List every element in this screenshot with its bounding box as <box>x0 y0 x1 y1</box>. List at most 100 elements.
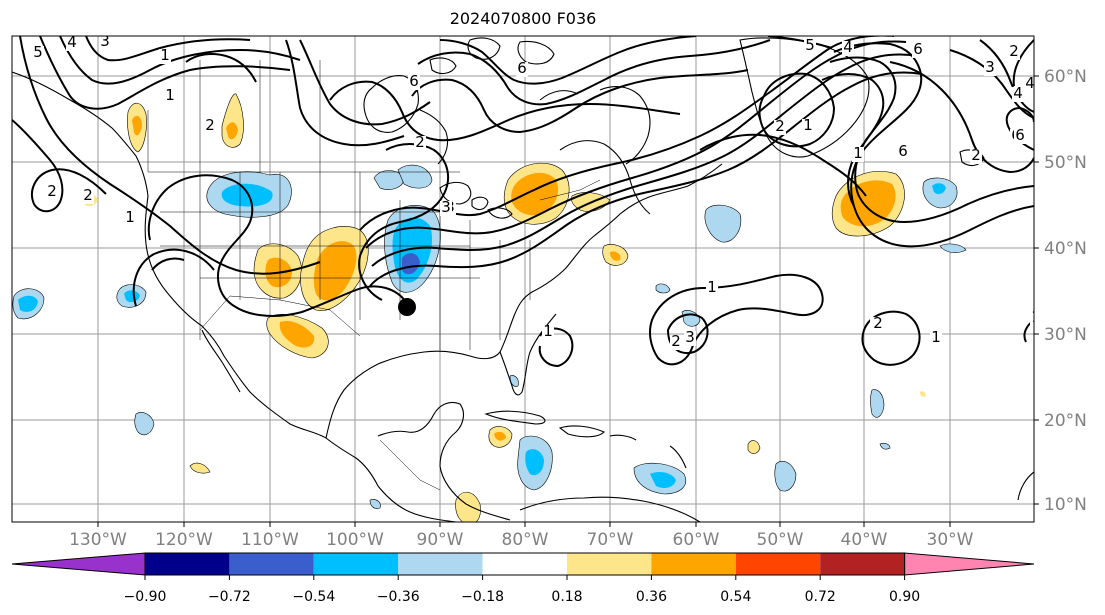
longitude-label: 60°W <box>673 530 720 550</box>
contour-label: 3 <box>985 58 995 76</box>
longitude-label: 50°W <box>757 530 804 550</box>
colorbar-segment <box>820 553 905 575</box>
contour-label-bg <box>542 325 554 340</box>
contour-label-bg <box>970 149 982 164</box>
contour-label: 6 <box>409 72 419 90</box>
latitude-label: 10°N <box>1044 495 1087 515</box>
contour-labels: 543121263236121564632421266412312121 <box>32 32 1035 350</box>
colorbar-segment <box>313 553 399 575</box>
contour-label-bg <box>774 120 786 135</box>
contour-label-bg <box>912 43 924 58</box>
longitude-label: 40°W <box>841 530 888 550</box>
contour-label: 2 <box>671 332 681 350</box>
contour-lines <box>12 36 1034 368</box>
longitude-label: 100°W <box>326 530 384 550</box>
contour-label-bg <box>670 335 682 350</box>
contour-label-bg <box>414 136 426 151</box>
colorbar-tick-label: 0.54 <box>720 589 751 605</box>
longitude-label: 130°W <box>69 530 127 550</box>
contour-label-bg <box>408 75 420 90</box>
colorbar-segment <box>735 553 821 575</box>
contour-label-bg <box>1024 77 1034 92</box>
longitude-label: 110°W <box>241 530 299 550</box>
contour-label: 1 <box>803 116 813 134</box>
colorbar-segment <box>229 553 314 575</box>
contour-label-bg <box>804 39 816 54</box>
contour-label-bg <box>164 89 176 104</box>
contour-label-bg <box>1012 87 1024 102</box>
contour-label-bg <box>930 331 942 346</box>
contour-label: 2 <box>415 133 425 151</box>
contour-label: 4 <box>1025 74 1035 92</box>
contour-label-bg <box>159 49 171 64</box>
latitude-label: 30°N <box>1044 325 1087 345</box>
contour-label: 1 <box>931 328 941 346</box>
colorbar-tick-label: 0.18 <box>551 589 582 605</box>
contour-label-bg <box>46 185 58 200</box>
colorbar-outline <box>144 552 906 576</box>
contour-label: 1 <box>165 86 175 104</box>
longitude-labels: 130°W 120°W 110°W 100°W 90°W 80°W 70°W 60°W 50°W… <box>69 530 974 550</box>
colorbar-tick-label: 0.72 <box>805 589 836 605</box>
longitude-label: 30°W <box>927 530 974 550</box>
colorbar-segment <box>398 553 483 575</box>
contour-label: 2 <box>1009 42 1019 60</box>
colorbar-tick-label: −0.54 <box>292 589 335 605</box>
colorbar-tick-label: 0.90 <box>889 589 920 605</box>
contour-label-bg <box>66 36 78 51</box>
contour-label-bg <box>440 201 452 216</box>
contour-label: 5 <box>33 43 43 61</box>
contour-label-bg <box>842 41 854 56</box>
longitude-label: 120°W <box>155 530 213 550</box>
colorbar-segment <box>567 553 652 575</box>
colorbar-extend-min <box>11 552 146 576</box>
contour-label: 6 <box>517 59 527 77</box>
contour-label: 2 <box>775 117 785 135</box>
latitude-label: 40°N <box>1044 239 1087 259</box>
colorbar-tick-label: −0.90 <box>124 589 167 605</box>
contour-label: 2 <box>205 116 215 134</box>
longitude-label: 90°W <box>417 530 464 550</box>
colorbar-tick-label: −0.72 <box>208 589 251 605</box>
contour-label: 6 <box>898 142 908 160</box>
contour-label: 1 <box>853 144 863 162</box>
contour-label: 1 <box>543 322 553 340</box>
contour-label-bg <box>82 189 94 204</box>
latitude-label: 60°N <box>1044 67 1087 87</box>
contour-label: 4 <box>1013 84 1023 102</box>
contour-label-bg <box>124 211 136 226</box>
contour-label-bg <box>99 36 111 50</box>
contour-label: 2 <box>873 314 883 332</box>
contour-label: 2 <box>83 186 93 204</box>
longitude-label: 80°W <box>502 530 549 550</box>
axis-ticks <box>97 75 1039 527</box>
political-borders <box>147 60 601 491</box>
contour-label: 4 <box>67 33 77 51</box>
latitude-label: 20°N <box>1044 411 1087 431</box>
colorbar: −0.90 −0.72 −0.54 −0.36 −0.18 0.18 0.36 0.54 0.7… <box>11 552 1035 605</box>
contour-label: 6 <box>913 40 923 58</box>
contour-label-bg <box>802 119 814 134</box>
colorbar-segment <box>482 553 567 575</box>
contour-label-bg <box>32 46 44 61</box>
contour-label-bg <box>897 145 909 160</box>
map-title: 2024070800 F036 <box>449 9 597 28</box>
contour-label-bg <box>1008 45 1020 60</box>
contour-label-bg <box>204 119 216 134</box>
contour-label: 1 <box>707 278 717 296</box>
contour-label-bg <box>984 61 996 76</box>
map-frame <box>11 35 1035 523</box>
colorbar-tick-label: −0.36 <box>377 589 420 605</box>
contour-label: 2 <box>47 182 57 200</box>
contour-label: 6 <box>1015 126 1025 144</box>
colorbar-extend-max <box>904 552 1035 576</box>
contour-label: 3 <box>100 32 110 50</box>
coastlines <box>12 37 1034 522</box>
latitude-labels: 60°N 50°N 40°N 30°N 20°N 10°N <box>1044 67 1087 515</box>
colorbar-segment <box>651 553 736 575</box>
contour-label-bg <box>1014 129 1026 144</box>
contour-label-bg <box>1030 311 1034 326</box>
contour-label: 2 <box>971 146 981 164</box>
location-marker-dot <box>398 298 416 316</box>
contour-label-bg <box>516 62 528 77</box>
